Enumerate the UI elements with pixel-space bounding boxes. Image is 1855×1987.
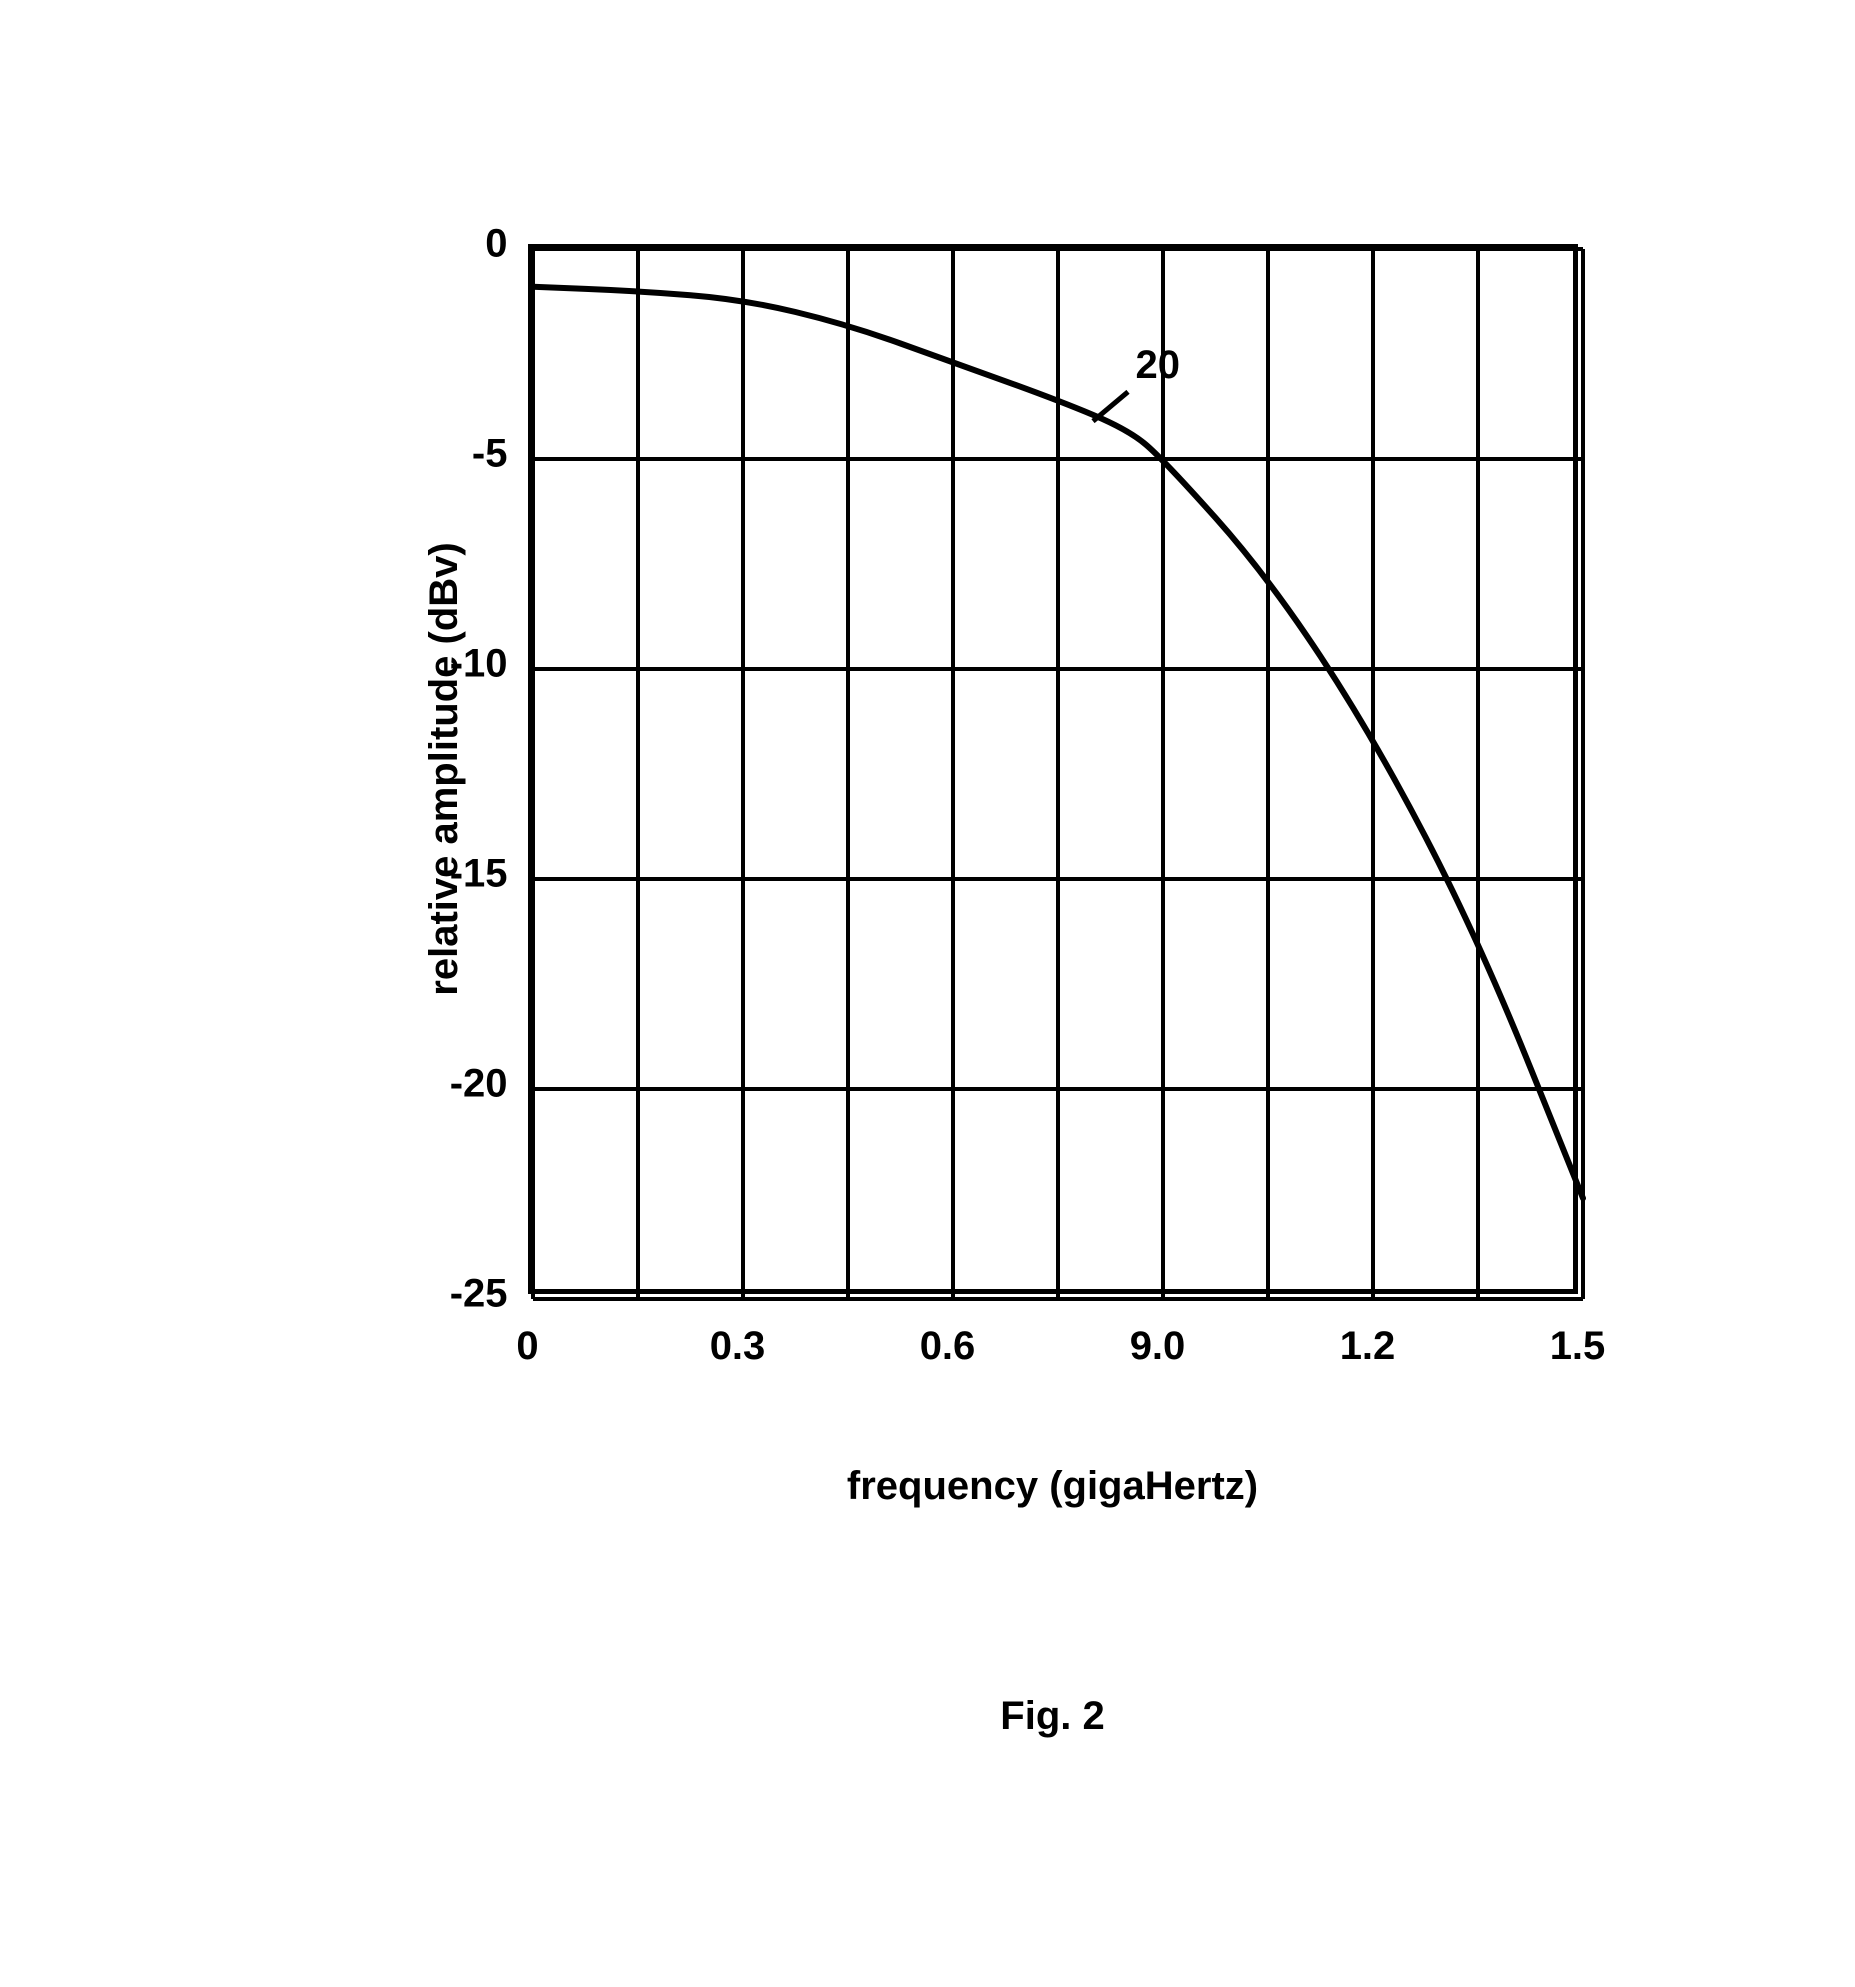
figure-container: relative amplitude (dBv) 20 0 -5 -10 -15 -20…	[178, 144, 1678, 1844]
y-axis-label: relative amplitude (dBv)	[422, 542, 467, 995]
y-tick: -15	[408, 851, 508, 896]
x-tick: 1.2	[1308, 1324, 1428, 1369]
y-tick: -20	[408, 1061, 508, 1106]
y-tick: -5	[408, 431, 508, 476]
plot-area: 20	[528, 244, 1578, 1294]
y-tick: -25	[408, 1271, 508, 1316]
x-axis-label: frequency (gigaHertz)	[528, 1464, 1578, 1509]
x-tick: 9.0	[1098, 1324, 1218, 1369]
x-tick: 0.6	[888, 1324, 1008, 1369]
x-tick: 1.5	[1518, 1324, 1638, 1369]
x-tick: 0.3	[678, 1324, 798, 1369]
y-tick: -10	[408, 641, 508, 686]
y-tick: 0	[408, 221, 508, 266]
grid-lines	[533, 249, 1583, 1299]
figure-caption: Fig. 2	[528, 1694, 1578, 1739]
series-label: 20	[1136, 343, 1181, 388]
chart-svg	[533, 249, 1583, 1299]
leader-line	[1093, 391, 1128, 420]
x-tick: 0	[468, 1324, 588, 1369]
